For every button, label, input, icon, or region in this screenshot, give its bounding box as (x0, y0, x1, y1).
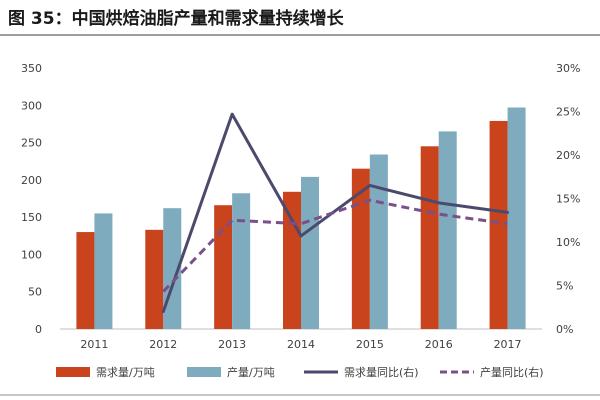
y-left-tick-label: 200 (21, 174, 42, 187)
x-tick-label: 2011 (80, 338, 108, 351)
demand-bar (76, 232, 95, 329)
demand-bar (283, 191, 301, 329)
title-divider (0, 34, 600, 36)
demand-bar (489, 120, 508, 330)
y-right-tick-label: 30% (556, 62, 580, 75)
legend-demand-swatch (56, 367, 90, 377)
demand-bar (420, 146, 439, 329)
legend-demand-label: 需求量/万吨 (96, 366, 155, 379)
demand-bar (351, 168, 370, 329)
production-bar (438, 131, 457, 329)
production-bar (369, 154, 388, 329)
y-left-tick-label: 100 (21, 248, 42, 261)
production-bar (507, 107, 526, 329)
y-left-tick-label: 250 (21, 137, 42, 150)
demand-yoy-line (161, 112, 510, 314)
legend-production-yoy-label: 产量同比(右) (480, 365, 544, 379)
chart-title: 图 35：中国烘焙油脂产量和需求量持续增长 (8, 9, 344, 29)
production-bar (94, 213, 113, 329)
production-yoy-line (162, 198, 508, 293)
legend-production-label: 产量/万吨 (227, 365, 275, 379)
production-bar (232, 193, 251, 329)
y-left-tick-label: 150 (21, 211, 42, 224)
y-left-tick-label: 0 (35, 323, 42, 336)
y-right-tick-label: 0% (556, 323, 573, 336)
x-tick-label: 2013 (218, 338, 246, 351)
y-right-tick-label: 25% (556, 106, 580, 119)
x-tick-label: 2016 (425, 338, 453, 351)
y-left-tick-label: 50 (28, 286, 42, 299)
production-bar (301, 176, 319, 329)
x-tick-label: 2012 (149, 338, 177, 351)
legend-production-swatch (187, 367, 221, 377)
footer-divider (0, 394, 600, 396)
y-right-tick-label: 15% (556, 193, 580, 206)
demand-bar (145, 229, 164, 329)
y-left-tick-label: 350 (21, 62, 42, 75)
y-right-tick-label: 20% (556, 149, 580, 162)
x-tick-label: 2014 (287, 338, 315, 351)
legend-demand-yoy-label: 需求量同比(右) (344, 365, 419, 379)
x-tick-label: 2017 (494, 338, 522, 351)
y-right-tick-label: 5% (556, 280, 573, 293)
y-right-tick-label: 10% (556, 236, 580, 249)
y-left-tick-label: 300 (21, 99, 42, 112)
x-tick-label: 2015 (356, 338, 384, 351)
